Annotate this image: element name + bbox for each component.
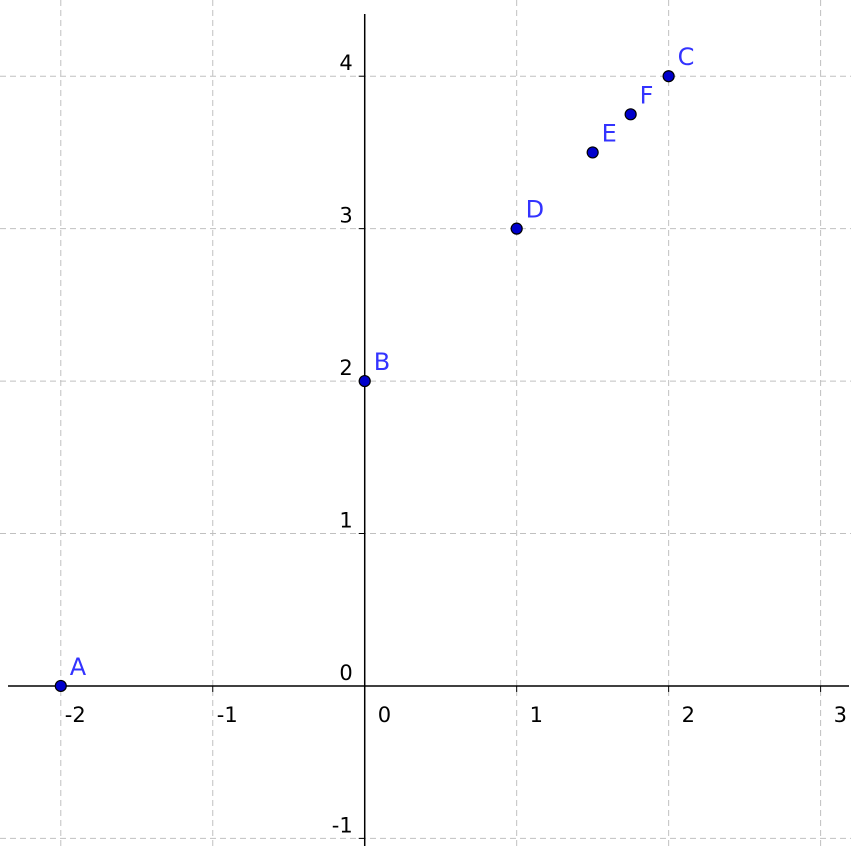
tick-marks (60, 75, 822, 839)
point-label-d: D (526, 196, 544, 224)
point-label-e: E (602, 119, 617, 147)
x-tick-label: 2 (682, 703, 695, 727)
y-tick-label: 0 (339, 661, 352, 685)
y-tick-label: 4 (339, 51, 352, 75)
y-tick-label: 3 (339, 204, 352, 228)
point-label-b: B (374, 348, 390, 376)
point-d (510, 222, 523, 235)
axes (8, 14, 849, 846)
points: A B C D EF (54, 43, 695, 693)
point-b (358, 374, 371, 388)
x-tick-label: -1 (217, 703, 238, 727)
point-label-f: F (640, 81, 654, 109)
point-label-a: A (70, 653, 87, 681)
x-tick-labels: -2 -1 0 1 2 3 (65, 703, 847, 727)
point-c (662, 70, 675, 83)
y-tick-label: -1 (332, 813, 353, 837)
point-e (586, 146, 599, 159)
x-tick-label: 1 (530, 703, 543, 727)
y-tick-label: 2 (339, 356, 352, 380)
point-f (624, 108, 637, 121)
y-tick-label: 1 (339, 509, 352, 533)
y-tick-labels: -1 0 1 2 3 4 (332, 51, 353, 837)
x-tick-label: 0 (378, 703, 391, 727)
point-label-c: C (678, 43, 695, 71)
x-tick-label: -2 (65, 703, 86, 727)
x-tick-label: 3 (834, 703, 847, 727)
point-a (54, 679, 67, 693)
